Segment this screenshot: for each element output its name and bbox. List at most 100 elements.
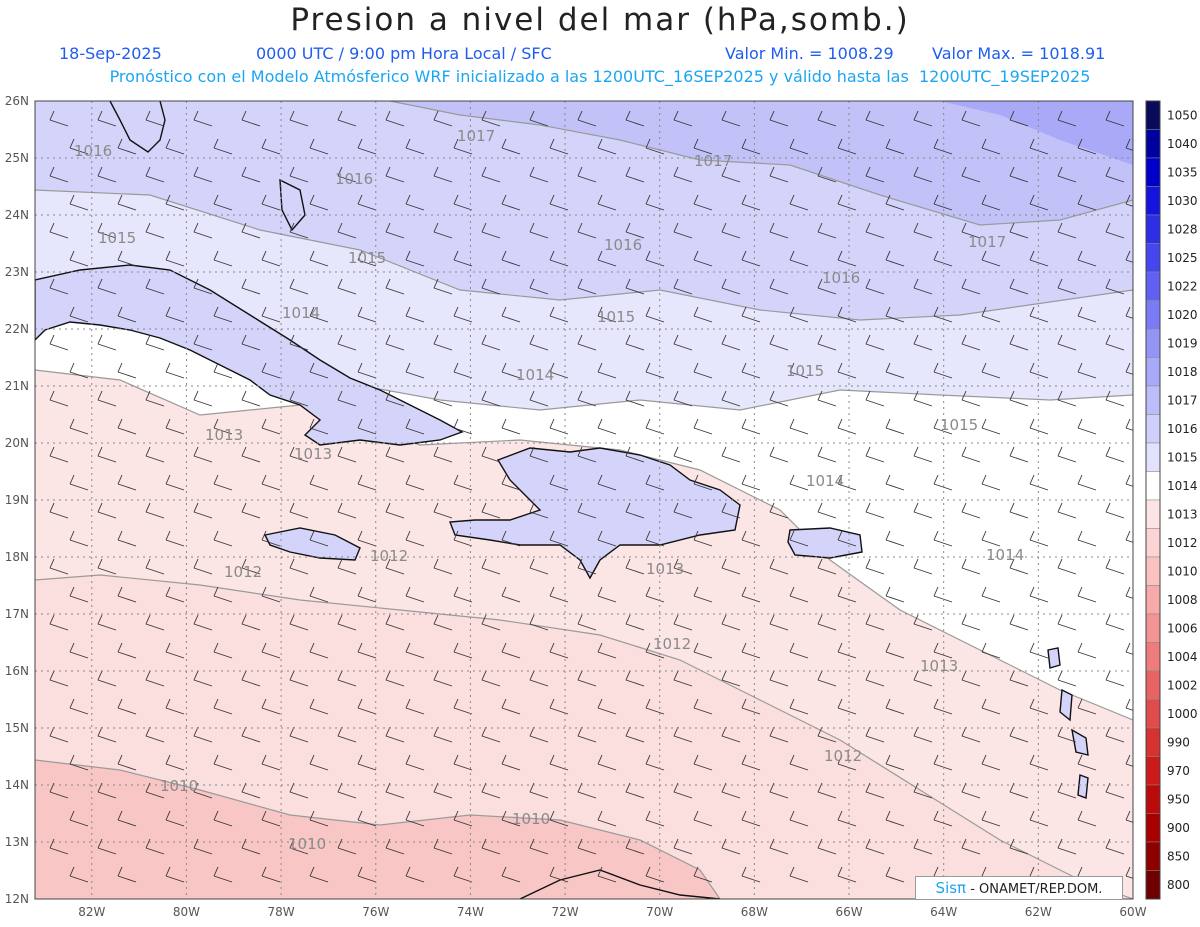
legend-swatch <box>1145 442 1161 472</box>
wind-barb <box>165 474 185 491</box>
hispaniola <box>449 447 741 580</box>
isobar-label: 1015 <box>786 362 824 380</box>
wind-barb <box>433 558 453 575</box>
lat-label: 21N <box>5 379 29 393</box>
wind-barb <box>193 278 213 295</box>
wind-barb <box>817 110 837 127</box>
legend-swatch <box>1145 841 1161 871</box>
wind-barb <box>385 390 405 407</box>
wind-barb <box>165 698 185 715</box>
wind-barb <box>165 754 185 771</box>
legend-label: 1018 <box>1167 365 1198 379</box>
wind-barb <box>913 390 933 407</box>
wind-barb <box>1009 166 1029 183</box>
wind-barb <box>673 614 693 631</box>
plot-frame <box>34 100 1134 900</box>
isobar-label: 1015 <box>348 249 386 267</box>
legend-label: 1022 <box>1167 279 1198 293</box>
wind-barb <box>933 138 953 155</box>
wind-barb <box>721 166 741 183</box>
wind-barb <box>817 670 837 687</box>
wind-barb <box>933 418 953 435</box>
wind-barb <box>673 110 693 127</box>
wind-barb <box>481 110 501 127</box>
legend-swatch <box>1145 784 1161 814</box>
wind-barb <box>1077 810 1097 827</box>
wind-barb <box>309 474 329 491</box>
wind-barb <box>337 558 357 575</box>
wind-barb <box>789 530 809 547</box>
wind-barb <box>1009 838 1029 855</box>
wind-barb <box>529 614 549 631</box>
wind-barb <box>145 166 165 183</box>
wind-barb <box>913 838 933 855</box>
color-legend: 1050 1040 1035 1030 1028 1025 1022 1020 1019 1018… <box>1145 100 1198 900</box>
wind-barb <box>529 670 549 687</box>
wind-barb <box>865 334 885 351</box>
wind-barb <box>165 418 185 435</box>
wind-barb <box>1009 670 1029 687</box>
wind-barb <box>597 754 617 771</box>
wind-barb <box>673 278 693 295</box>
legend-swatch <box>1145 528 1161 558</box>
wind-barb <box>453 586 473 603</box>
wind-barb <box>193 390 213 407</box>
wind-barb <box>961 502 981 519</box>
forecast-date: 18-Sep-2025 <box>59 44 162 63</box>
wind-barb <box>625 390 645 407</box>
wind-barb <box>865 222 885 239</box>
wind-barb <box>1077 138 1097 155</box>
wind-barb <box>981 810 1001 827</box>
wind-barb <box>693 474 713 491</box>
wind-barb <box>405 474 425 491</box>
wind-barb <box>97 502 117 519</box>
lat-label: 25N <box>5 151 29 165</box>
wind-barb <box>625 334 645 351</box>
wind-barb <box>625 614 645 631</box>
wind-barb <box>117 810 137 827</box>
wind-barb <box>913 446 933 463</box>
wind-barb <box>145 502 165 519</box>
wind-barb <box>309 418 329 435</box>
wind-barb <box>625 838 645 855</box>
legend-label: 1020 <box>1167 308 1198 322</box>
wind-barb <box>577 446 597 463</box>
wind-barb <box>69 530 89 547</box>
wind-barb <box>625 222 645 239</box>
wind-barb <box>981 530 1001 547</box>
wind-barb <box>645 474 665 491</box>
wind-barb <box>453 530 473 547</box>
wind-barb <box>337 110 357 127</box>
wind-barb <box>117 250 137 267</box>
wind-barb <box>625 166 645 183</box>
wind-barb <box>741 194 761 211</box>
wind-barb <box>817 278 837 295</box>
legend-swatch <box>1145 243 1161 273</box>
wind-barb <box>693 642 713 659</box>
wind-barb <box>1077 306 1097 323</box>
wind-barb <box>913 110 933 127</box>
legend-swatch <box>1145 300 1161 330</box>
wind-barb <box>117 530 137 547</box>
wind-barb <box>789 642 809 659</box>
wind-barb <box>645 530 665 547</box>
wind-barb <box>741 866 761 883</box>
wind-barb <box>481 502 501 519</box>
wind-barb <box>1105 334 1125 351</box>
wind-barb <box>913 278 933 295</box>
wind-barb <box>433 278 453 295</box>
lon-label: 64W <box>930 905 957 919</box>
wind-barb <box>481 446 501 463</box>
cuba <box>35 264 464 446</box>
wind-barb <box>1105 614 1125 631</box>
wind-barb <box>673 166 693 183</box>
isobar-label: 1014 <box>516 366 554 384</box>
wind-barb <box>357 474 377 491</box>
wind-barb <box>241 222 261 239</box>
wind-barb <box>885 866 905 883</box>
wind-barb <box>357 250 377 267</box>
wind-barb <box>981 250 1001 267</box>
pressure-field: 1017 1017 1017 1016 1016 1016 1016 1015 … <box>35 101 1133 899</box>
wind-barbs <box>49 110 1133 883</box>
legend-label: 1004 <box>1167 650 1198 664</box>
